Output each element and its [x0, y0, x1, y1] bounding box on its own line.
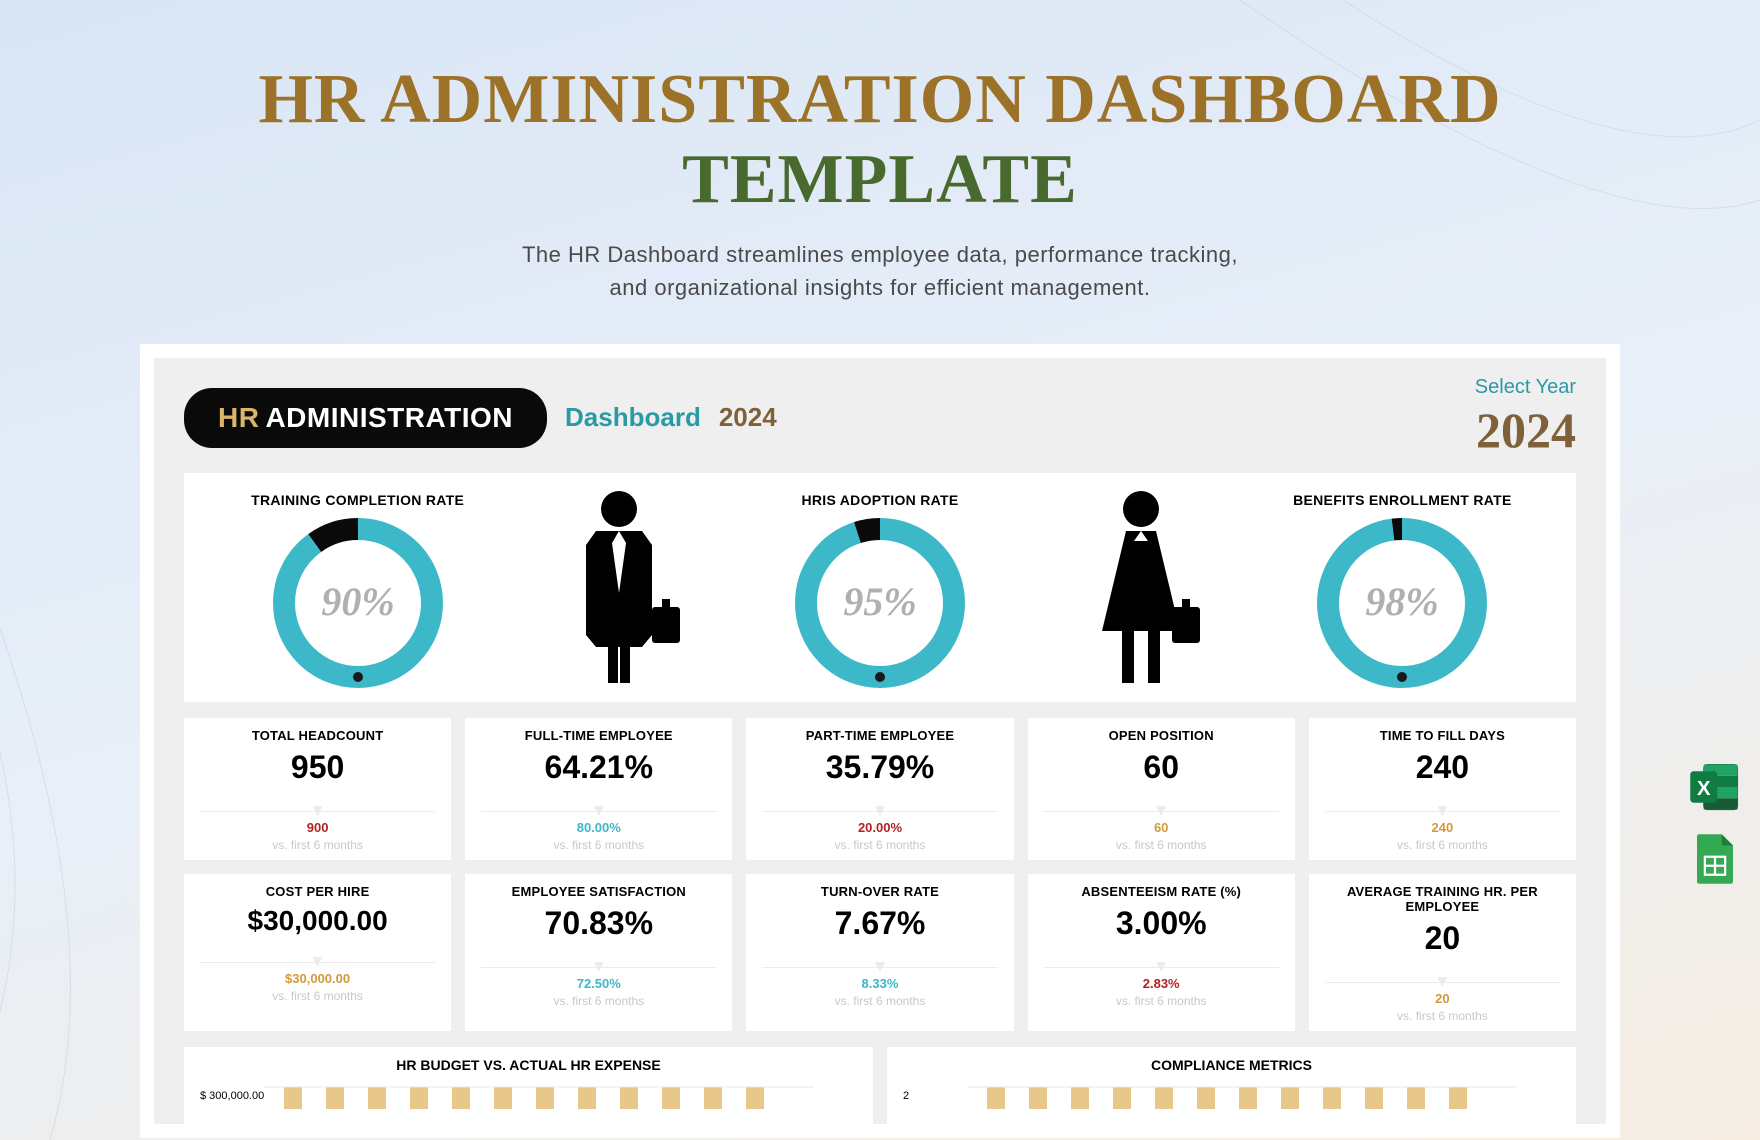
donut-benefits: BENEFITS ENROLLMENT RATE 98%: [1249, 492, 1556, 688]
kpi-grid: TOTAL HEADCOUNT 950 900 vs. first 6 mont…: [184, 718, 1576, 1031]
kpi-sparkline: [1325, 796, 1560, 812]
kpi-value: 20: [1317, 920, 1568, 957]
kpi-sparkline: [762, 952, 997, 968]
kpi-value: 240: [1317, 749, 1568, 786]
select-year[interactable]: Select Year 2024: [1475, 376, 1576, 459]
svg-text:95%: 95%: [843, 579, 916, 624]
kpi-title: TURN-OVER RATE: [754, 884, 1005, 899]
kpi-value: 60: [1036, 749, 1287, 786]
kpi-card: ABSENTEEISM RATE (%) 3.00% 2.83% vs. fir…: [1028, 874, 1295, 1031]
kpi-title: FULL-TIME EMPLOYEE: [473, 728, 724, 743]
dashboard-header: HRADMINISTRATION Dashboard 2024 Select Y…: [184, 376, 1576, 459]
dashboard-frame: HRADMINISTRATION Dashboard 2024 Select Y…: [140, 344, 1620, 1138]
kpi-value: 64.21%: [473, 749, 724, 786]
kpi-comparison: 900: [192, 820, 443, 835]
kpi-sublabel: vs. first 6 months: [192, 989, 443, 1003]
svg-text:X: X: [1697, 778, 1711, 800]
kpi-card: COST PER HIRE $30,000.00 $30,000.00 vs. …: [184, 874, 451, 1031]
kpi-value: 70.83%: [473, 905, 724, 942]
kpi-comparison: 20: [1317, 991, 1568, 1006]
kpi-title: PART-TIME EMPLOYEE: [754, 728, 1005, 743]
title-template: TEMPLATE: [682, 141, 1078, 218]
kpi-title: EMPLOYEE SATISFACTION: [473, 884, 724, 899]
kpi-title: TIME TO FILL DAYS: [1317, 728, 1568, 743]
kpi-card: PART-TIME EMPLOYEE 35.79% 20.00% vs. fir…: [746, 718, 1013, 860]
donut-training: TRAINING COMPLETION RATE 90%: [204, 492, 511, 688]
chart-budget-body: $ 300,000.00: [194, 1079, 863, 1109]
kpi-sublabel: vs. first 6 months: [1317, 1009, 1568, 1023]
kpi-card: EMPLOYEE SATISFACTION 70.83% 72.50% vs. …: [465, 874, 732, 1031]
kpi-title: COST PER HIRE: [192, 884, 443, 899]
kpi-sublabel: vs. first 6 months: [473, 994, 724, 1008]
kpi-comparison: 20.00%: [754, 820, 1005, 835]
kpi-card: OPEN POSITION 60 60 vs. first 6 months: [1028, 718, 1295, 860]
kpi-title: OPEN POSITION: [1036, 728, 1287, 743]
kpi-value: 7.67%: [754, 905, 1005, 942]
kpi-card: TOTAL HEADCOUNT 950 900 vs. first 6 mont…: [184, 718, 451, 860]
kpi-sublabel: vs. first 6 months: [1036, 994, 1287, 1008]
kpi-title: ABSENTEEISM RATE (%): [1036, 884, 1287, 899]
kpi-title: TOTAL HEADCOUNT: [192, 728, 443, 743]
kpi-sparkline: [481, 952, 716, 968]
kpi-sublabel: vs. first 6 months: [1317, 838, 1568, 852]
person-male-icon: [511, 487, 726, 692]
person-female-icon: [1034, 487, 1249, 692]
kpi-sparkline: [1325, 967, 1560, 983]
chart-compliance-title: COMPLIANCE METRICS: [897, 1057, 1566, 1073]
dashboard-year: 2024: [719, 402, 777, 433]
kpi-comparison: 60: [1036, 820, 1287, 835]
kpi-sparkline: [1044, 952, 1279, 968]
chart-budget-title: HR BUDGET VS. ACTUAL HR EXPENSE: [194, 1057, 863, 1073]
kpi-card: TURN-OVER RATE 7.67% 8.33% vs. first 6 m…: [746, 874, 1013, 1031]
kpi-sparkline: [762, 796, 997, 812]
kpi-sublabel: vs. first 6 months: [754, 994, 1005, 1008]
kpi-card: AVERAGE TRAINING HR. PER EMPLOYEE 20 20 …: [1309, 874, 1576, 1031]
kpi-value: $30,000.00: [192, 905, 443, 937]
svg-text:$ 300,000.00: $ 300,000.00: [200, 1090, 264, 1102]
kpi-comparison: 2.83%: [1036, 976, 1287, 991]
chart-compliance: COMPLIANCE METRICS 2: [887, 1047, 1576, 1124]
select-year-value: 2024: [1475, 401, 1576, 459]
kpi-sparkline: [481, 796, 716, 812]
kpi-sublabel: vs. first 6 months: [473, 838, 724, 852]
kpi-sublabel: vs. first 6 months: [192, 838, 443, 852]
kpi-card: FULL-TIME EMPLOYEE 64.21% 80.00% vs. fir…: [465, 718, 732, 860]
kpi-value: 3.00%: [1036, 905, 1287, 942]
kpi-comparison: 72.50%: [473, 976, 724, 991]
chart-compliance-body: 2: [897, 1079, 1566, 1109]
kpi-comparison: $30,000.00: [192, 971, 443, 986]
kpi-value: 950: [192, 749, 443, 786]
kpi-sparkline: [200, 947, 435, 963]
kpi-sparkline: [1044, 796, 1279, 812]
export-icons: X: [1688, 760, 1742, 886]
sheets-icon[interactable]: [1688, 832, 1742, 886]
svg-text:2: 2: [903, 1090, 909, 1102]
bottom-charts: HR BUDGET VS. ACTUAL HR EXPENSE $ 300,00…: [184, 1047, 1576, 1124]
subtitle: The HR Dashboard streamlines employee da…: [140, 238, 1620, 304]
donuts-row: TRAINING COMPLETION RATE 90% HRIS ADOPTI…: [184, 473, 1576, 702]
dashboard-word: Dashboard: [565, 402, 701, 433]
kpi-sublabel: vs. first 6 months: [754, 838, 1005, 852]
kpi-comparison: 240: [1317, 820, 1568, 835]
title-main: HR ADMINISTRATION DASHBOARD: [258, 61, 1501, 138]
kpi-sparkline: [200, 796, 435, 812]
kpi-comparison: 8.33%: [754, 976, 1005, 991]
kpi-sublabel: vs. first 6 months: [1036, 838, 1287, 852]
kpi-value: 35.79%: [754, 749, 1005, 786]
page-title-wrap: HR ADMINISTRATION DASHBOARD TEMPLATE: [140, 60, 1620, 220]
kpi-comparison: 80.00%: [473, 820, 724, 835]
pill-hr: HR: [218, 402, 259, 433]
chart-budget: HR BUDGET VS. ACTUAL HR EXPENSE $ 300,00…: [184, 1047, 873, 1124]
pill-admin: ADMINISTRATION: [265, 402, 513, 433]
kpi-card: TIME TO FILL DAYS 240 240 vs. first 6 mo…: [1309, 718, 1576, 860]
hr-admin-pill: HRADMINISTRATION: [184, 388, 547, 448]
donut-hris: HRIS ADOPTION RATE 95%: [726, 492, 1033, 688]
svg-text:98%: 98%: [1366, 579, 1439, 624]
excel-icon[interactable]: X: [1688, 760, 1742, 814]
svg-text:90%: 90%: [321, 579, 394, 624]
kpi-title: AVERAGE TRAINING HR. PER EMPLOYEE: [1317, 884, 1568, 914]
select-year-label: Select Year: [1475, 376, 1576, 399]
